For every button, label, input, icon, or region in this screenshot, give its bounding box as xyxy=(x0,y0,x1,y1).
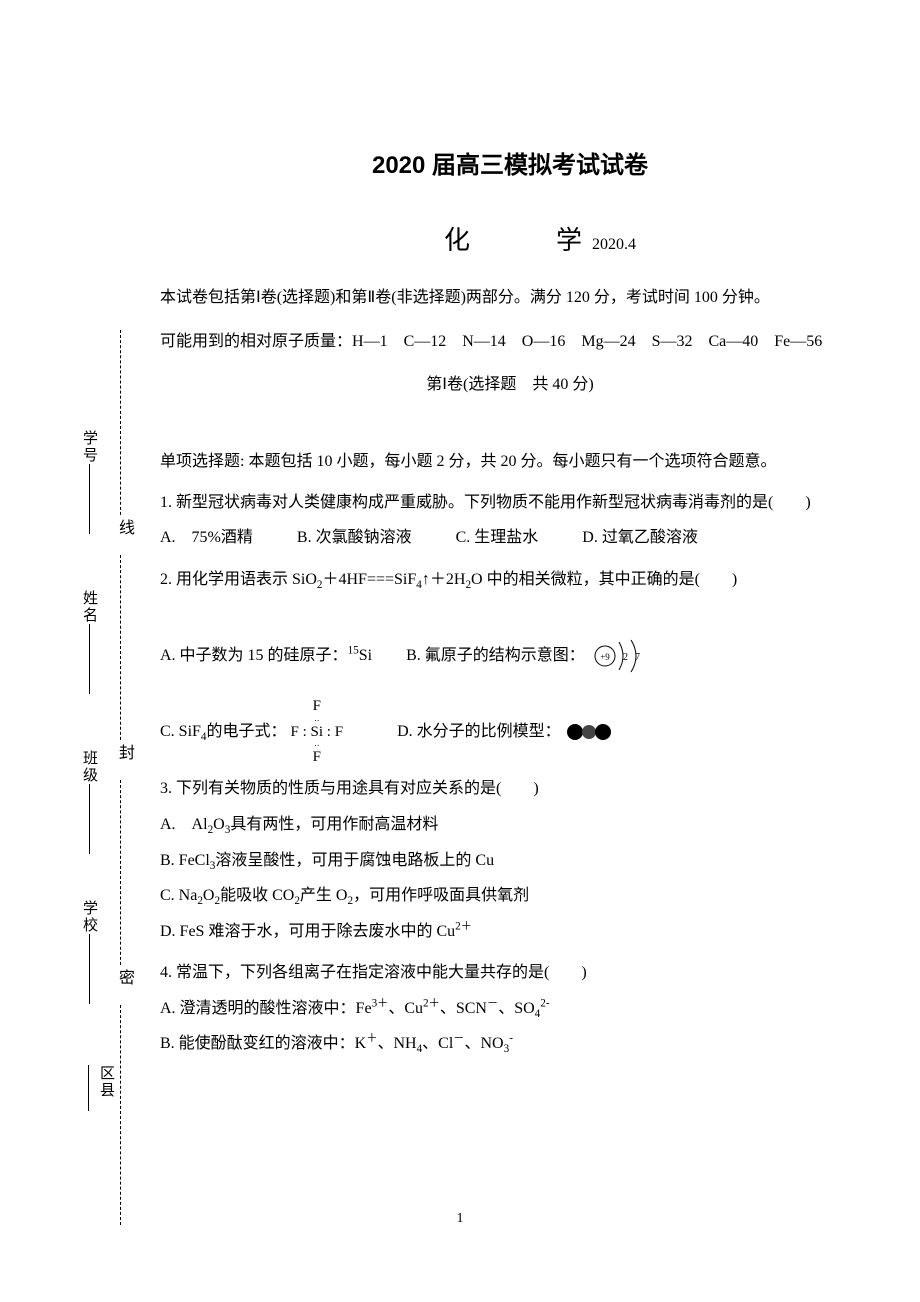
binding-sidebar: 区县 学校 班级 姓名 学号 xyxy=(75,330,135,1130)
dashed-segment xyxy=(120,330,121,525)
q4-option-a: A. 澄清透明的酸性溶液中：Fe3＋、Cu2＋、SCN－、SO42- xyxy=(160,991,860,1027)
question-2-options-ab: A. 中子数为 15 的硅原子：15Si B. 氟原子的结构示意图： +9 2 … xyxy=(160,632,860,680)
intro-prefix: 可能用到的相对原子质量： xyxy=(160,333,352,350)
seal-char-feng: 封 xyxy=(112,742,136,762)
lewis-structure-icon: F ‥ F : Si : F ‥ F xyxy=(291,698,344,765)
dashed-segment xyxy=(120,555,121,750)
subject-name: 化 学 xyxy=(444,226,612,255)
atomic-masses: H—1 C—12 N—14 O—16 Mg—24 S—32 Ca—40 Fe—5… xyxy=(352,333,822,350)
seal-char-mi: 密 xyxy=(112,967,136,987)
sidebar-name: 姓名 xyxy=(79,590,100,694)
question-1-options: A. 75%酒精 B. 次氯酸钠溶液 C. 生理盐水 D. 过氧乙酸溶液 xyxy=(160,520,860,555)
subject-title: 化 学2020.4 xyxy=(160,220,860,257)
q1-option-c: C. 生理盐水 xyxy=(456,520,539,555)
single-choice-header: 单项选择题: 本题包括 10 小题，每小题 2 分，共 20 分。每小题只有一个… xyxy=(160,444,860,479)
dashed-segment xyxy=(120,780,121,975)
dashed-segment xyxy=(120,1005,121,1225)
question-1: 1. 新型冠状病毒对人类健康构成严重威胁。下列物质不能用作新型冠状病毒消毒剂的是… xyxy=(160,485,860,520)
page-content: 2020 届高三模拟考试试卷 化 学2020.4 本试卷包括第Ⅰ卷(选择题)和第… xyxy=(160,145,860,1062)
atom-structure-icon: +9 2 7 xyxy=(589,632,649,680)
q3-option-b: B. FeCl3溶液呈酸性，可用于腐蚀电路板上的 Cu xyxy=(160,843,860,879)
svg-text:+9: +9 xyxy=(600,652,610,662)
section-1-header: 第Ⅰ卷(选择题 共 40 分) xyxy=(160,370,860,394)
svg-text:7: 7 xyxy=(635,652,640,663)
q3-option-c: C. Na2O2能吸收 CO2产生 O2，可用作呼吸面具供氧剂 xyxy=(160,878,860,914)
q4-option-b: B. 能使酚酞变红的溶液中：K＋、NH4、Cl－、NO3- xyxy=(160,1026,860,1062)
q2-option-b: B. 氟原子的结构示意图： +9 2 7 xyxy=(406,647,649,664)
q2-text-2: ＋4HF===SiF xyxy=(323,571,417,588)
sidebar-class: 班级 xyxy=(79,750,100,854)
molecule-model-icon xyxy=(565,721,613,743)
question-4: 4. 常温下，下列各组离子在指定溶液中能大量共存的是( ) xyxy=(160,955,860,990)
q2-option-c: C. SiF4的电子式： F ‥ F : Si : F ‥ F xyxy=(160,723,347,740)
exam-title: 2020 届高三模拟考试试卷 xyxy=(160,145,860,180)
exam-date: 2020.4 xyxy=(592,236,636,253)
q3-option-a: A. Al2O3具有两性，可用作耐高温材料 xyxy=(160,807,860,843)
intro-line-2: 可能用到的相对原子质量：H—1 C—12 N—14 O—16 Mg—24 S—3… xyxy=(160,326,860,358)
seal-char-xian: 线 xyxy=(112,517,136,537)
q2-option-a: A. 中子数为 15 的硅原子：15Si xyxy=(160,647,372,664)
sidebar-id: 学号 xyxy=(79,430,100,534)
page-number: 1 xyxy=(457,1211,464,1227)
q1-option-a: A. 75%酒精 xyxy=(160,520,253,555)
sidebar-school: 学校 xyxy=(79,900,100,1004)
q3-option-d: D. FeS 难溶于水，可用于除去废水中的 Cu2＋ xyxy=(160,914,860,949)
intro-line-1: 本试卷包括第Ⅰ卷(选择题)和第Ⅱ卷(非选择题)两部分。满分 120 分，考试时间… xyxy=(160,282,860,314)
q2-option-d: D. 水分子的比例模型： xyxy=(397,723,613,740)
question-3: 3. 下列有关物质的性质与用途具有对应关系的是( ) xyxy=(160,771,860,806)
svg-text:2: 2 xyxy=(623,652,628,663)
question-2-options-cd: C. SiF4的电子式： F ‥ F : Si : F ‥ F D. 水分子的比… xyxy=(160,698,860,765)
q1-option-b: B. 次氯酸钠溶液 xyxy=(297,520,412,555)
q2-text-3: ↑＋2H xyxy=(422,571,466,588)
question-2: 2. 用化学用语表示 SiO2＋4HF===SiF4↑＋2H2O 中的相关微粒，… xyxy=(160,562,860,598)
q2-text-4: O 中的相关微粒，其中正确的是( ) xyxy=(471,571,737,588)
sidebar-county: 区县 xyxy=(79,1065,117,1130)
q2-text-1: 2. 用化学用语表示 SiO xyxy=(160,571,317,588)
q1-option-d: D. 过氧乙酸溶液 xyxy=(582,520,698,555)
